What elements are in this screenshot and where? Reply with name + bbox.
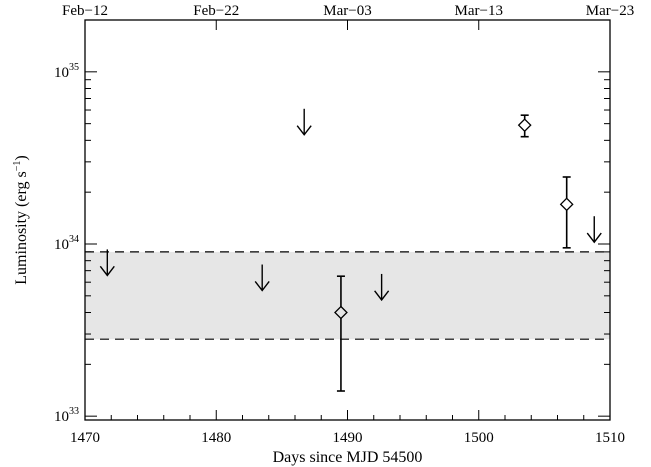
upper-limit-arrowhead (99, 265, 115, 277)
x-tick-label: 1490 (333, 430, 363, 446)
top-axis-label: Feb−12 (62, 3, 108, 19)
upper-limit-arrowhead (374, 290, 390, 302)
x-tick-label: 1500 (464, 430, 494, 446)
x-tick-label: 1480 (201, 430, 231, 446)
detection-point (334, 305, 348, 320)
top-axis-label: Feb−22 (193, 3, 239, 19)
detection-point (559, 197, 574, 212)
y-axis-title: Luminosity (erg s−1) (12, 155, 30, 284)
y-tick-label: 1034 (54, 234, 79, 253)
y-tick-label: 1033 (54, 406, 79, 425)
plot-frame (84, 19, 611, 421)
x-tick-label: 1510 (595, 430, 625, 446)
x-axis-title: Days since MJD 54500 (273, 449, 423, 466)
quiescent-band (85, 251, 610, 340)
upper-limit-arrowhead (586, 232, 602, 244)
top-axis-label: Mar−23 (586, 3, 634, 19)
upper-limit-arrowhead (296, 125, 312, 136)
y-tick-label: 1035 (54, 62, 79, 81)
x-tick-label: 1470 (70, 430, 100, 446)
top-axis-label: Mar−03 (323, 3, 371, 19)
detection-point (517, 118, 532, 133)
upper-limit-arrowhead (254, 280, 270, 292)
top-axis-label: Mar−13 (455, 3, 503, 19)
